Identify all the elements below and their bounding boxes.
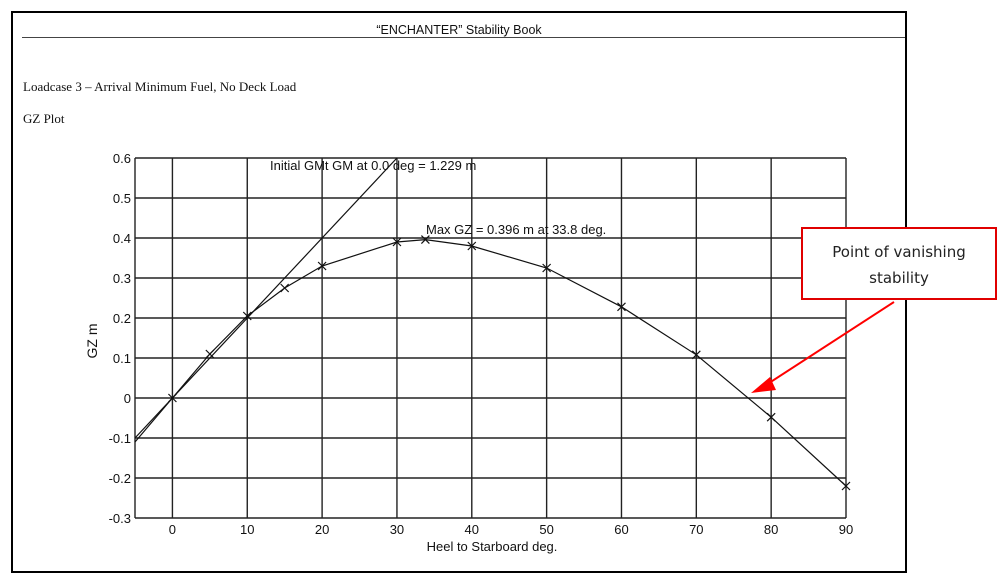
svg-text:0.2: 0.2 [113, 311, 131, 326]
gz-curve [134, 238, 847, 487]
axis-ticks: 0 10 20 30 40 50 60 70 80 90 0.6 0.5 0.4 0.3 0.2 0.1 0 -0… [109, 151, 854, 537]
max-gz-annotation: Max GZ = 0.396 m at 33.8 deg. [426, 222, 606, 237]
chart-grid [134, 157, 847, 519]
svg-text:40: 40 [465, 522, 479, 537]
svg-text:0.3: 0.3 [113, 271, 131, 286]
gz-data-markers [167, 235, 851, 491]
svg-text:0.5: 0.5 [113, 191, 131, 206]
svg-text:-0.2: -0.2 [109, 471, 131, 486]
loadcase-heading: Loadcase 3 – Arrival Minimum Fuel, No De… [23, 79, 297, 94]
svg-text:90: 90 [839, 522, 853, 537]
header-divider [22, 37, 905, 38]
x-axis-label: Heel to Starboard deg. [427, 539, 558, 554]
svg-text:0: 0 [169, 522, 176, 537]
plot-heading: GZ Plot [23, 111, 65, 126]
svg-text:0: 0 [124, 391, 131, 406]
callout-line-2: stability [869, 269, 929, 287]
svg-text:20: 20 [315, 522, 329, 537]
svg-text:0.6: 0.6 [113, 151, 131, 166]
svg-text:0.4: 0.4 [113, 231, 131, 246]
callout-line-1: Point of vanishing [832, 243, 966, 261]
svg-text:0.1: 0.1 [113, 351, 131, 366]
vanishing-stability-callout: Point of vanishing stability [801, 227, 997, 300]
document-header-title: “ENCHANTER” Stability Book [376, 23, 542, 37]
initial-gm-annotation: Initial GMt GM at 0.0 deg = 1.229 m [270, 158, 476, 173]
svg-text:50: 50 [539, 522, 553, 537]
svg-text:80: 80 [764, 522, 778, 537]
svg-text:60: 60 [614, 522, 628, 537]
svg-text:30: 30 [390, 522, 404, 537]
stability-book-page: “ENCHANTER” Stability Book Loadcase 3 – … [11, 11, 907, 573]
y-axis-label: GZ m [84, 324, 100, 359]
svg-text:70: 70 [689, 522, 703, 537]
svg-text:-0.3: -0.3 [109, 511, 131, 526]
arrow-icon [751, 301, 895, 393]
svg-text:-0.1: -0.1 [109, 431, 131, 446]
svg-text:10: 10 [240, 522, 254, 537]
